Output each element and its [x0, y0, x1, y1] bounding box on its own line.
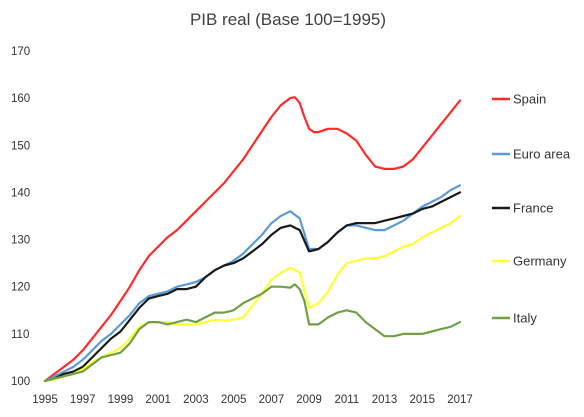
x-tick-label: 2007	[259, 394, 285, 406]
x-tick-label: 1997	[70, 394, 96, 406]
legend: Spain Euro area France Germany Italy	[492, 92, 571, 326]
x-tick-label: 2013	[372, 394, 398, 406]
legend-label-euro-area: Euro area	[513, 147, 571, 162]
legend-label-france: France	[513, 201, 553, 216]
x-tick-label: 2015	[409, 394, 435, 406]
y-tick-label: 140	[11, 187, 30, 199]
legend-label-germany: Germany	[513, 254, 567, 269]
x-tick-label: 1995	[32, 394, 58, 406]
y-tick-label: 170	[11, 46, 30, 58]
y-tick-label: 130	[11, 235, 30, 247]
y-tick-label: 120	[11, 282, 30, 294]
y-tick-label: 100	[11, 376, 30, 388]
series-lines	[43, 96, 462, 383]
legend-label-italy: Italy	[513, 311, 537, 326]
y-tick-label: 110	[11, 329, 29, 341]
series-line-france	[43, 191, 462, 383]
series-line-italy	[43, 283, 462, 383]
x-tick-label: 2005	[221, 394, 247, 406]
series-line-spain	[43, 96, 462, 383]
y-axis-ticks: 100 110 120 130 140 150 160 170	[11, 46, 30, 388]
x-axis-ticks: 1995 1997 1999 2001 2003 2005 2007 2009 2011 2013…	[32, 394, 473, 406]
x-tick-label: 2003	[183, 394, 209, 406]
legend-label-spain: Spain	[513, 92, 546, 107]
series-line-germany	[43, 214, 462, 383]
x-tick-label: 2001	[145, 394, 171, 406]
y-tick-label: 160	[11, 93, 30, 105]
x-tick-label: 2011	[334, 394, 359, 406]
x-tick-label: 2009	[296, 394, 322, 406]
x-tick-label: 2017	[447, 394, 473, 406]
x-tick-label: 1999	[108, 394, 134, 406]
y-tick-label: 150	[11, 140, 30, 152]
chart-title: PIB real (Base 100=1995)	[190, 10, 386, 29]
series-line-euro-area	[43, 184, 462, 383]
